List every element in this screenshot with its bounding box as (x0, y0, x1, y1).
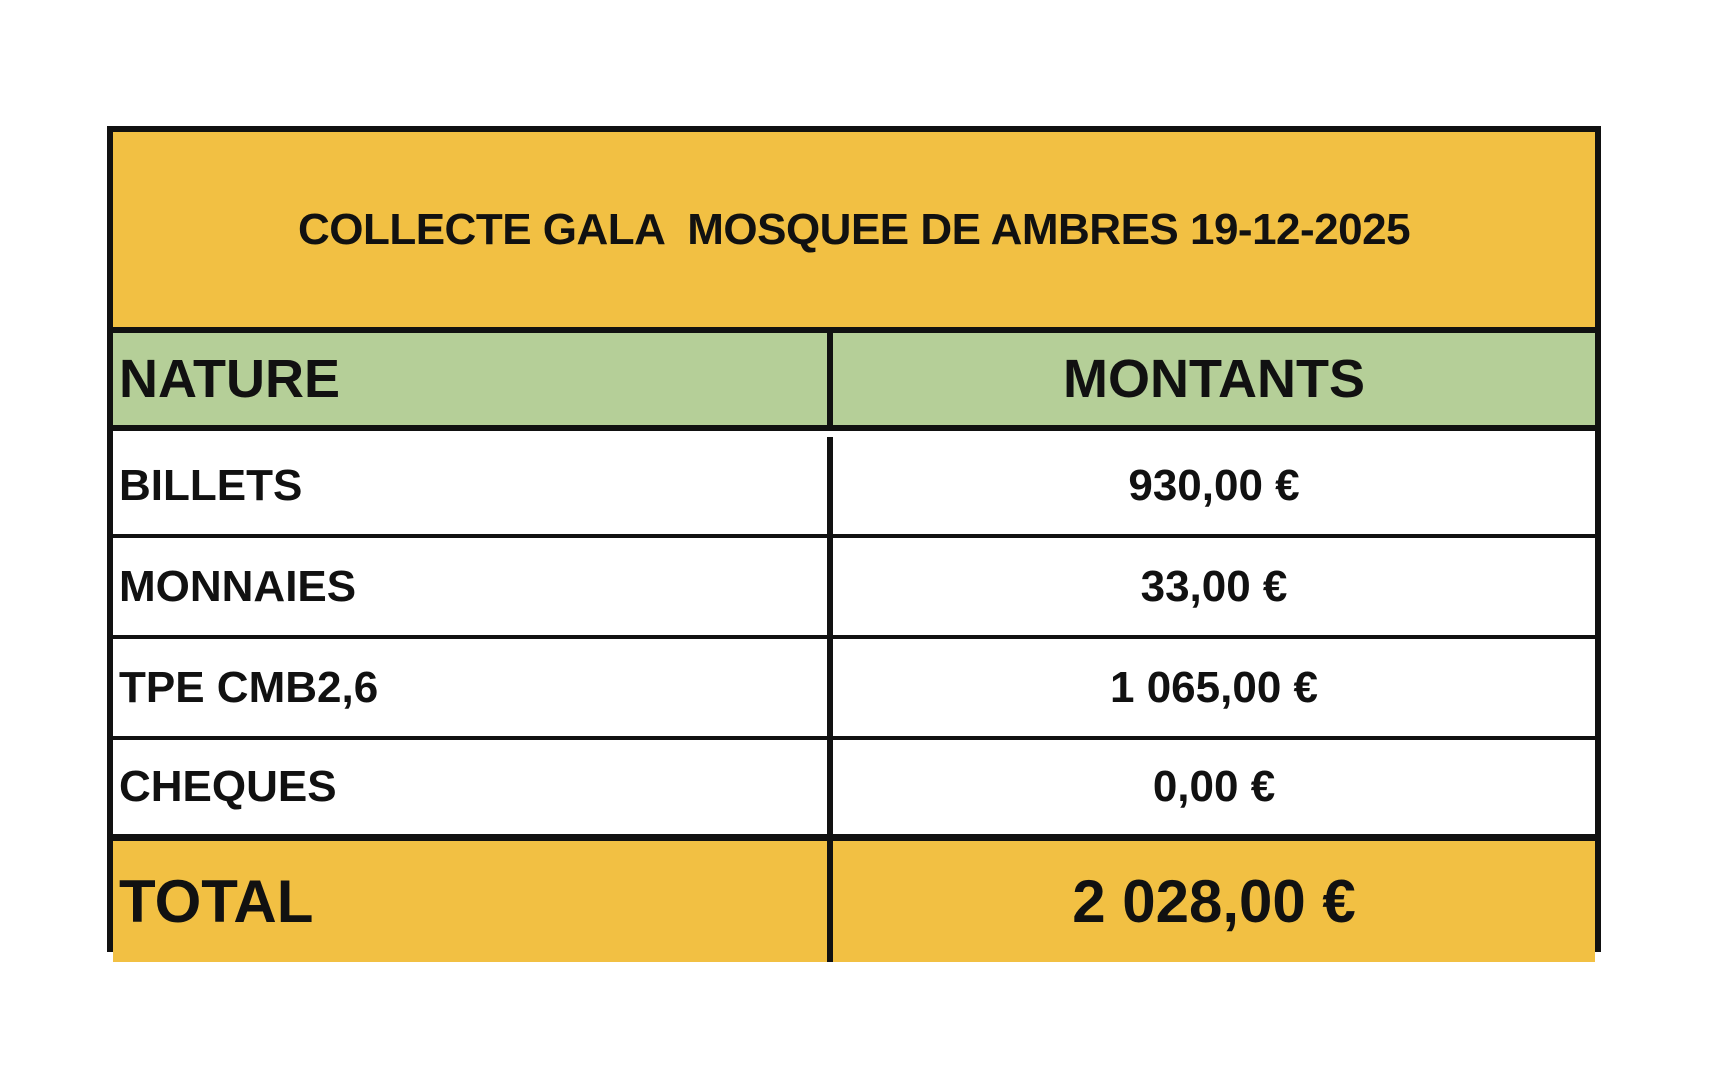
amount-cell: 1 065,00 € (1110, 662, 1318, 712)
total-amount: 2 028,00 € (1072, 868, 1356, 935)
header-nature: NATURE (113, 333, 833, 425)
header-row: NATURE MONTANTS (113, 333, 1595, 431)
nature-cell: MONNAIES (113, 538, 833, 635)
amount-cell: 33,00 € (1140, 561, 1288, 611)
table-row: TPE CMB2,6 1 065,00 € (113, 639, 1595, 740)
header-montants: MONTANTS (1063, 349, 1365, 409)
title-text: COLLECTE GALA MOSQUEE DE AMBRES 19-12-20… (297, 204, 1411, 254)
table-row: CHEQUES 0,00 € (113, 740, 1595, 841)
total-label: TOTAL (113, 841, 833, 962)
nature-cell: TPE CMB2,6 (113, 639, 833, 736)
amount-cell: 0,00 € (1152, 762, 1276, 811)
nature-cell: CHEQUES (113, 740, 833, 834)
collection-table: COLLECTE GALA MOSQUEE DE AMBRES 19-12-20… (107, 126, 1601, 962)
amount-cell: 930,00 € (1128, 460, 1300, 510)
table-title: COLLECTE GALA MOSQUEE DE AMBRES 19-12-20… (113, 132, 1595, 333)
total-row: TOTAL 2 028,00 € (113, 841, 1595, 962)
table-row: BILLETS 930,00 € (113, 437, 1595, 538)
table-row: MONNAIES 33,00 € (113, 538, 1595, 639)
nature-cell: BILLETS (113, 437, 833, 534)
